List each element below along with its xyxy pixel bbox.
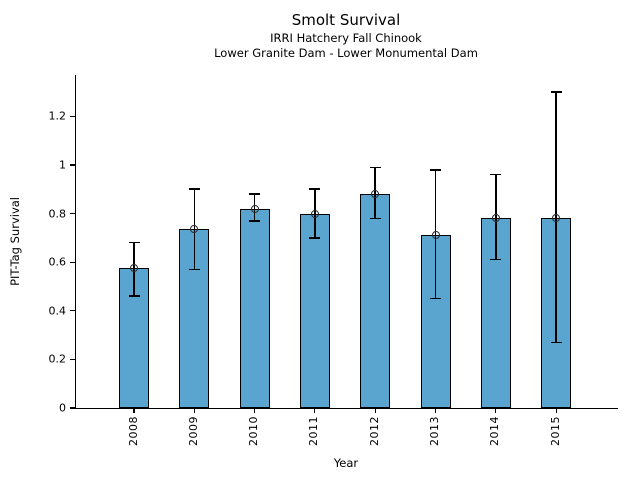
error-cap-bottom-2010 (249, 220, 261, 222)
y-tick-label-0.8: 0.8 (48, 207, 67, 221)
mean-marker-2014 (491, 214, 500, 223)
y-tick-label-0.4: 0.4 (48, 304, 67, 318)
x-tick-2008 (133, 408, 135, 413)
error-cap-bottom-2011 (309, 237, 321, 239)
x-tick-label-2012: 2012 (367, 416, 381, 446)
chart-subtitle-line1: IRRI Hatchery Fall Chinook (270, 31, 422, 45)
x-tick-2012 (374, 408, 376, 413)
error-cap-bottom-2015 (550, 341, 562, 344)
mean-marker-2009 (190, 225, 199, 234)
y-tick-0.8 (69, 212, 75, 215)
error-cap-top-2010 (249, 193, 261, 195)
error-cap-bottom-2014 (490, 258, 502, 261)
chart-header: Smolt Survival IRRI Hatchery Fall Chinoo… (75, 10, 617, 61)
x-tick-label-2009: 2009 (186, 416, 200, 446)
x-axis-label: Year (333, 456, 359, 470)
x-tick-2010 (254, 408, 256, 413)
mean-marker-2011 (310, 209, 319, 218)
y-tick-0.6 (69, 261, 75, 263)
x-tick-label-2015: 2015 (548, 416, 562, 446)
x-tick-2009 (193, 408, 195, 413)
error-cap-top-2015 (550, 91, 562, 93)
bar-2010 (239, 208, 270, 408)
chart-title: Smolt Survival (291, 11, 401, 29)
error-cap-top-2008 (128, 241, 140, 244)
bar-2012 (360, 194, 391, 408)
x-tick-label-2014: 2014 (488, 416, 502, 446)
x-tick-label-2013: 2013 (428, 416, 441, 446)
y-tick-0.4 (69, 310, 75, 312)
y-axis-label: PIT-Tag Survival (8, 197, 22, 286)
error-cap-bottom-2013 (430, 297, 441, 300)
x-tick-2015 (555, 408, 557, 413)
x-tick-label-2008: 2008 (126, 416, 140, 446)
y-tick-label-0.6: 0.6 (48, 255, 67, 269)
mean-marker-2008 (130, 264, 138, 273)
mean-marker-2012 (371, 190, 380, 199)
y-tick-label-0: 0 (59, 401, 66, 415)
error-cap-top-2009 (188, 188, 200, 190)
error-cap-top-2014 (490, 173, 502, 176)
chart-subtitle-line2: Lower Granite Dam - Lower Monumental Dam (214, 46, 478, 60)
mean-marker-2015 (552, 214, 561, 223)
y-tick-label-1.2: 1.2 (48, 109, 67, 123)
error-cap-top-2011 (309, 188, 321, 190)
y-tick-0.2 (69, 358, 75, 360)
x-tick-2011 (314, 408, 316, 413)
x-tick-2013 (434, 408, 437, 413)
mean-marker-2013 (431, 231, 440, 240)
bar-2011 (299, 213, 330, 408)
y-tick-1.2 (69, 115, 75, 117)
y-tick-1 (69, 164, 75, 166)
error-cap-bottom-2008 (128, 295, 140, 297)
error-cap-top-2013 (430, 169, 441, 171)
y-tick-label-0.2: 0.2 (48, 352, 67, 366)
plot-area: 0 0.2 0.4 0.6 0.8 1 1.2 2008 2009 2010 2011 2012 201… (49, 75, 618, 446)
y-axis-label-wrap: PIT-Tag Survival (8, 75, 22, 408)
error-cap-top-2012 (369, 166, 381, 169)
mean-marker-2010 (250, 204, 259, 213)
y-tick-0 (69, 407, 75, 409)
error-cap-bottom-2012 (369, 217, 381, 220)
x-tick-label-2011: 2011 (307, 416, 321, 446)
y-tick-label-1: 1 (59, 158, 66, 172)
x-tick-label-2010: 2010 (247, 416, 261, 446)
x-tick-2014 (495, 408, 497, 413)
error-cap-bottom-2009 (188, 268, 200, 271)
